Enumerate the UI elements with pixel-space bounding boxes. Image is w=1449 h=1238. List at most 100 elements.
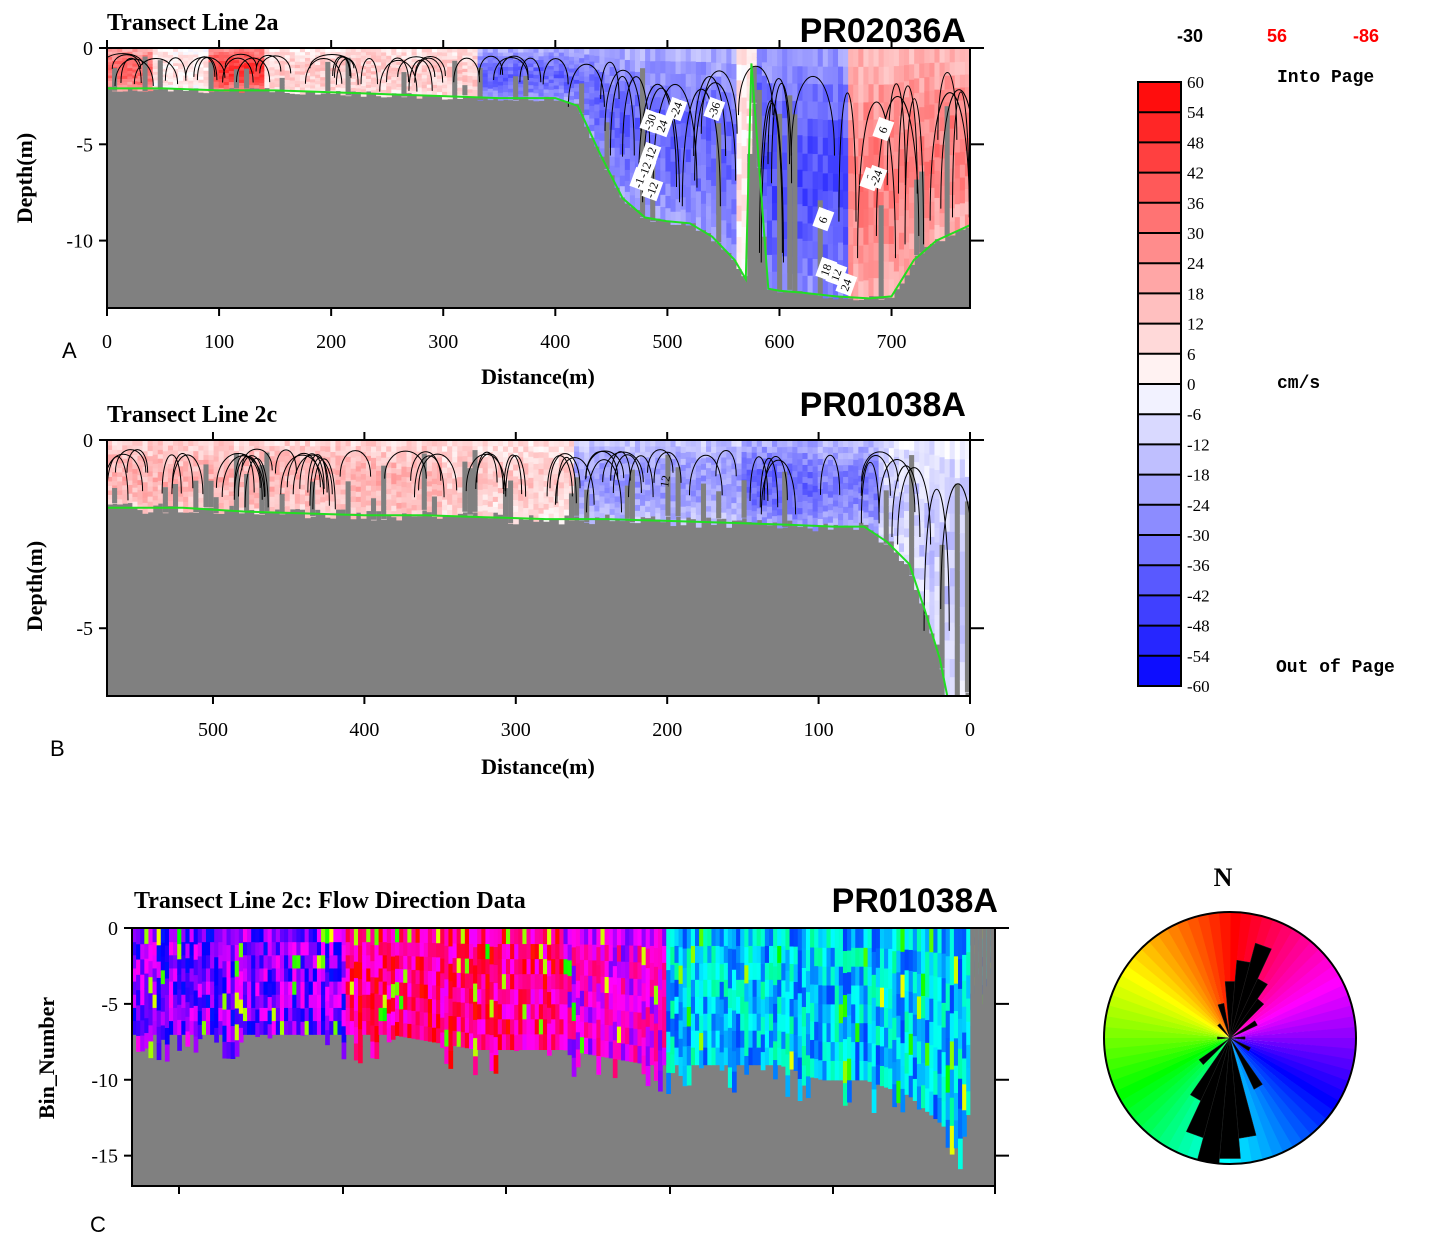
velocity-cell (502, 70, 509, 75)
velocity-cell (944, 676, 951, 696)
velocity-cell (406, 482, 413, 489)
velocity-cell (355, 52, 362, 56)
velocity-cell (147, 51, 154, 56)
velocity-cell (513, 517, 519, 525)
velocity-cell (589, 93, 595, 101)
velocity-cell (843, 464, 849, 472)
velocity-cell (117, 64, 123, 68)
velocity-cell (959, 49, 966, 63)
velocity-cell (117, 55, 123, 59)
velocity-cell (122, 463, 128, 469)
velocity-cell (193, 65, 199, 69)
velocity-cell (614, 68, 621, 80)
velocity-cell (695, 508, 702, 516)
velocity-cell (472, 55, 479, 60)
velocity-cell (462, 65, 469, 70)
velocity-cell (310, 52, 316, 56)
velocity-cell (782, 66, 788, 85)
velocity-cell (629, 139, 636, 151)
velocity-cell (797, 471, 804, 479)
velocity-cell (741, 468, 748, 475)
velocity-cell (538, 485, 545, 492)
velocity-cell (299, 475, 306, 481)
velocity-cell (853, 263, 859, 283)
velocity-cell (360, 49, 367, 53)
velocity-cell (213, 456, 220, 463)
velocity-cell (898, 441, 905, 451)
velocity-cell (695, 165, 702, 180)
velocity-cell (330, 441, 337, 448)
velocity-cell (107, 458, 113, 465)
velocity-cell (497, 446, 504, 453)
velocity-cell (198, 85, 205, 90)
velocity-cell (157, 463, 164, 469)
velocity-cell (477, 52, 484, 57)
velocity-cell (401, 456, 408, 463)
velocity-cell (802, 446, 809, 454)
velocity-cell (467, 446, 474, 453)
velocity-cell (523, 496, 529, 504)
velocity-cell (645, 132, 651, 146)
velocity-cell (680, 476, 687, 484)
velocity-cell (147, 461, 154, 467)
velocity-cell (721, 177, 727, 193)
velocity-cell (411, 68, 418, 73)
velocity-cell (609, 503, 616, 510)
velocity-cell (944, 567, 951, 587)
missing-data (792, 114, 798, 292)
velocity-cell (629, 464, 636, 471)
velocity-cell (746, 498, 753, 505)
velocity-cell (167, 54, 174, 59)
velocity-cell (167, 482, 174, 488)
velocity-cell (345, 49, 352, 53)
velocity-cell (797, 204, 804, 223)
velocity-cell (350, 490, 357, 498)
velocity-cell (827, 172, 834, 192)
velocity-cell (690, 210, 697, 224)
velocity-cell (843, 66, 849, 86)
velocity-cell (782, 118, 788, 136)
velocity-cell (568, 441, 575, 448)
velocity-cell (741, 178, 748, 196)
velocity-cell (675, 61, 682, 75)
velocity-cell (416, 70, 423, 75)
velocity-cell (756, 457, 763, 465)
velocity-cell (533, 85, 540, 91)
velocity-cell (766, 476, 773, 484)
velocity-cell (563, 93, 570, 98)
velocity-cell (218, 441, 225, 447)
velocity-cell (178, 496, 184, 503)
velocity-cell (624, 125, 631, 138)
velocity-cell (655, 491, 661, 498)
velocity-cell (898, 249, 905, 267)
velocity-cell (553, 49, 560, 54)
velocity-cell (122, 87, 128, 92)
velocity-cell (492, 52, 499, 57)
velocity-cell (726, 92, 733, 108)
velocity-cell (680, 49, 687, 62)
velocity-cell (294, 49, 301, 53)
velocity-cell (157, 480, 164, 486)
velocity-cell (888, 476, 895, 485)
velocity-cell (914, 137, 920, 153)
velocity-cell (919, 591, 925, 604)
velocity-cell (949, 221, 956, 236)
velocity-cell (477, 462, 484, 469)
contour-line (312, 458, 336, 510)
velocity-cell (888, 137, 895, 156)
velocity-cell (634, 510, 641, 518)
velocity-cell (858, 464, 864, 471)
velocity-cell (898, 132, 905, 150)
velocity-cell (117, 472, 123, 478)
velocity-cell (167, 51, 174, 56)
velocity-cell (381, 457, 387, 464)
velocity-cell (959, 139, 966, 153)
velocity-cell (878, 455, 885, 464)
velocity-cell (294, 55, 301, 60)
velocity-cell (442, 77, 448, 82)
velocity-cell (274, 441, 281, 447)
velocity-cell (660, 481, 667, 488)
velocity-cell (645, 72, 651, 86)
velocity-cell (934, 225, 941, 240)
velocity-cell (568, 452, 575, 459)
